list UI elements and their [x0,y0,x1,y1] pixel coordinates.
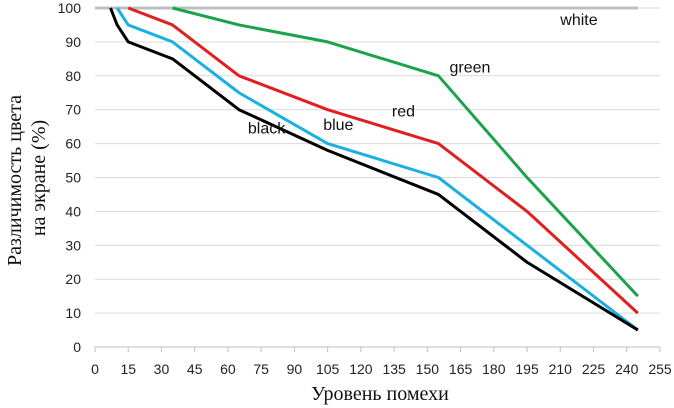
x-tick-label: 45 [187,361,203,377]
y-tick-label: 40 [65,203,81,219]
x-tick-label: 210 [549,361,573,377]
x-tick-label: 240 [615,361,639,377]
y-tick-label: 70 [65,102,81,118]
gridlines [95,7,660,314]
series-line-green [172,6,639,298]
y-tick-label: 20 [65,271,81,287]
y-tick-labels: 0 10 20 30 40 50 60 70 80 90 100 [58,0,82,355]
y-tick-label: 0 [73,339,81,355]
x-tick-labels: 0 15 30 45 60 75 90 105 120 135 150 165 180 195 210 225… [91,361,672,377]
series-label-red: red [392,103,415,120]
y-axis-title-line-1: Различимость цвета [4,95,26,266]
y-tick-label: 30 [65,237,81,253]
x-tick-label: 180 [482,361,506,377]
x-tick-label: 60 [220,361,236,377]
x-tick-label: 150 [416,361,440,377]
x-tick-label: 120 [349,361,373,377]
series-label-black: black [248,120,286,137]
x-tick-label: 75 [253,361,269,377]
x-tick-label: 15 [120,361,136,377]
x-tick-label: 135 [382,361,406,377]
y-tick-label: 60 [65,136,81,152]
series-label-blue: blue [323,117,353,134]
y-axis-title: Различимость цвета на экране (%) [4,90,50,266]
x-tick-label: 195 [515,361,539,377]
y-tick-label: 90 [65,34,81,50]
axes [94,346,661,352]
series-labels: white green red blue black [248,12,598,137]
y-tick-label: 10 [65,305,81,321]
x-tick-label: 255 [648,361,672,377]
series-line-blue [115,7,639,332]
y-tick-label: 80 [65,68,81,84]
x-axis-title: Уровень помехи [311,383,449,405]
x-tick-label: 105 [316,361,340,377]
x-tick-label: 90 [287,361,303,377]
x-tick-label: 30 [154,361,170,377]
series-lines [95,6,639,332]
series-label-white: white [559,12,597,29]
y-tick-label: 100 [58,0,82,16]
y-axis-title-line-2: на экране (%) [28,120,50,236]
series-line-black [109,7,639,332]
x-tick-label: 0 [91,361,99,377]
y-tick-label: 50 [65,170,81,186]
series-line-red [127,6,639,315]
x-tick-label: 225 [582,361,606,377]
x-tick-label: 165 [449,361,473,377]
series-label-green: green [450,59,491,76]
